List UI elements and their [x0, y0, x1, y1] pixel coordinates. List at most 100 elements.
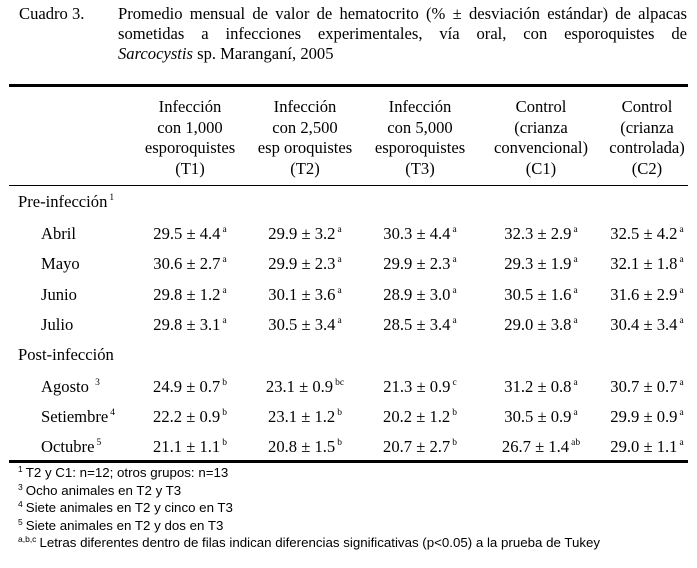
footnote-5: a,b,c Letras diferentes dentro de filas i… [18, 534, 600, 553]
cell-value: 28.5 ± 3.4 [383, 315, 451, 334]
row-label-text: Agosto [41, 377, 94, 396]
table-cell: 28.9 ± 3.0 a [383, 285, 456, 305]
column-header-line: con 5,000 [387, 117, 453, 137]
footnote-2: 3 Ocho animales en T2 y T3 [18, 481, 600, 501]
row-label: Agosto 3 [41, 377, 100, 397]
column-header-line: esporoquistes [374, 138, 466, 157]
cell-significance-letter: b [452, 438, 457, 448]
table-bottom-rule [9, 460, 688, 463]
column-header-line: con 1,000 [157, 117, 223, 137]
section-title-text: Post-infección [18, 345, 114, 364]
cell-significance-letter: a [573, 408, 578, 418]
table-top-rule [9, 84, 688, 87]
cell-value: 31.2 ± 0.8 [504, 377, 572, 396]
table-cell: 29.9 ± 2.3 a [383, 254, 456, 274]
cell-value: 20.8 ± 1.5 [268, 437, 336, 456]
cell-significance-letter: a [222, 286, 227, 296]
table-cell: 31.6 ± 2.9 a [610, 285, 683, 305]
cell-significance-letter: a [222, 225, 227, 235]
cell-significance-letter: a [337, 255, 342, 265]
row-label: Octubre 5 [41, 437, 101, 457]
section-title-footnote-mark: 1 [109, 193, 115, 203]
row-label-footnote-mark: 3 [95, 378, 100, 388]
column-header-2: Infección con 2,500 esp oroquistes (T2) [258, 97, 352, 179]
table-cell: 29.8 ± 1.2 a [153, 285, 226, 305]
header-rule [9, 185, 688, 186]
cell-significance-letter: a [573, 255, 578, 265]
table-cell: 26.7 ± 1.4 ab [502, 437, 580, 457]
row-label: Abril [41, 224, 76, 244]
table-cell: 29.5 ± 4.4 a [153, 224, 226, 244]
column-header-line: (C1) [525, 158, 557, 178]
cell-significance-letter: a [679, 316, 684, 326]
caption-text: Promedio mensual de valor de hematocrito… [118, 4, 687, 64]
table-cell: 24.9 ± 0.7 b [153, 377, 227, 397]
table-cell: 21.1 ± 1.1 b [153, 437, 227, 457]
cell-significance-letter: a [573, 378, 578, 388]
table-cell: 30.3 ± 4.4 a [383, 224, 456, 244]
cell-value: 23.1 ± 1.2 [268, 407, 336, 426]
cell-significance-letter: a [452, 255, 457, 265]
cell-value: 30.3 ± 4.4 [383, 224, 451, 243]
footnotes: 1 T2 y C1: n=12; otros grupos: n=13 3 Ocho … [18, 464, 600, 553]
column-header-line: Control [621, 97, 673, 116]
table-cell: 23.1 ± 0.9 bc [266, 377, 344, 397]
cell-value: 30.6 ± 2.7 [153, 254, 221, 273]
section-title-1: Pre-infección 1 [18, 192, 114, 212]
footnote-mark: 3 [18, 481, 23, 492]
table-cell: 31.2 ± 0.8 a [504, 377, 577, 397]
cell-significance-letter: c [452, 378, 457, 388]
cell-value: 29.9 ± 3.2 [268, 224, 336, 243]
cell-value: 29.9 ± 2.3 [268, 254, 336, 273]
table-cell: 30.5 ± 0.9 a [504, 407, 577, 427]
cell-value: 30.4 ± 3.4 [610, 315, 678, 334]
section-title-text: Pre-infección [18, 192, 108, 211]
footnote-3: 4 Siete animales en T2 y cinco en T3 [18, 499, 600, 518]
cell-significance-letter: a [573, 225, 578, 235]
table-cell: 32.3 ± 2.9 a [504, 224, 577, 244]
table-cell: 29.3 ± 1.9 a [504, 254, 577, 274]
cell-value: 32.3 ± 2.9 [504, 224, 572, 243]
column-header-line: (crianza [514, 117, 568, 137]
column-header-line: esporoquistes [144, 138, 236, 157]
cell-significance-letter: a [452, 225, 457, 235]
table-cell: 29.0 ± 3.8 a [504, 315, 577, 335]
cell-value: 30.7 ± 0.7 [610, 377, 678, 396]
cell-value: 26.7 ± 1.4 [501, 437, 570, 456]
table-cell: 22.2 ± 0.9 b [153, 407, 227, 427]
row-label-text: Abril [41, 224, 77, 243]
cell-significance-letter: a [222, 255, 227, 265]
footnote-text: Siete animales en T2 y dos en T3 [25, 517, 224, 533]
column-header-line: (T2) [290, 158, 320, 178]
caption-species: Sarcocystis [118, 44, 193, 63]
column-header-line: con 2,500 [272, 117, 338, 137]
column-header-5: Control (crianza controlada) (C2) [609, 97, 685, 179]
table-cell: 32.5 ± 4.2 a [610, 224, 683, 244]
cell-significance-letter: b [222, 408, 227, 418]
cell-significance-letter: b [337, 408, 342, 418]
row-label-footnote-mark: 4 [110, 408, 116, 418]
column-header-line: (C2) [631, 158, 663, 178]
footnote-text: Ocho animales en T2 y T3 [25, 482, 182, 498]
section-title-2: Post-infección [18, 345, 114, 365]
caption-line-2: sometidas a infecciones experimentales, … [118, 24, 687, 43]
cell-significance-letter: a [679, 438, 684, 448]
cell-value: 29.8 ± 1.2 [153, 285, 221, 304]
cell-significance-letter: b [337, 438, 342, 448]
footnote-1: 1 T2 y C1: n=12; otros grupos: n=13 [18, 464, 600, 483]
cell-significance-letter: a [679, 378, 684, 388]
cell-value: 29.0 ± 3.8 [504, 315, 572, 334]
cell-significance-letter: a [452, 316, 457, 326]
footnote-mark: 1 [18, 464, 23, 474]
column-header-4: Control (crianza convencional) (C1) [494, 97, 588, 179]
row-label: Mayo [41, 254, 80, 274]
row-label-text: Setiembre [41, 407, 109, 426]
cell-significance-letter: a [222, 316, 227, 326]
cell-value: 30.5 ± 0.9 [504, 407, 572, 426]
table-caption: Cuadro 3. Promedio mensual de valor de h… [19, 4, 687, 64]
cell-value: 29.5 ± 4.4 [153, 224, 221, 243]
column-header-line: (T3) [405, 158, 435, 178]
cell-value: 22.2 ± 0.9 [153, 407, 221, 426]
row-label-text: Junio [41, 285, 77, 304]
cell-value: 20.7 ± 2.7 [383, 437, 451, 456]
